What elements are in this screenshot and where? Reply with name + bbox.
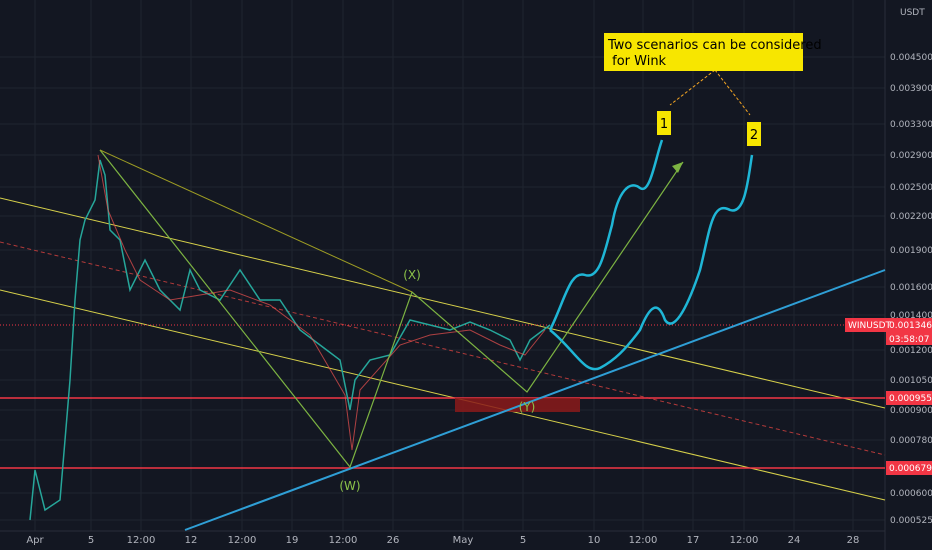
x-tick-label: 12:00 bbox=[127, 535, 156, 546]
callout-pointer bbox=[714, 69, 751, 116]
callout-box bbox=[604, 33, 803, 71]
countdown-badge bbox=[886, 332, 932, 345]
scenario-2-path bbox=[549, 154, 754, 371]
zone bbox=[455, 398, 580, 412]
wave-label: (Y) bbox=[519, 400, 536, 414]
x-tick-label: 12:00 bbox=[730, 535, 759, 546]
axis-unit: USDT bbox=[900, 8, 925, 18]
x-tick-label: 24 bbox=[788, 535, 801, 546]
last-price: 0.0013465 bbox=[889, 321, 932, 331]
scenario-1-path bbox=[548, 139, 664, 331]
symbol-label: WINUSDT bbox=[848, 321, 892, 331]
level-price: 0.0009552 bbox=[889, 394, 932, 404]
y-tick-label: 0.0005250 bbox=[890, 516, 932, 526]
grid bbox=[0, 0, 885, 531]
x-tick-label: 5 bbox=[88, 535, 94, 546]
x-tick-label: 12 bbox=[185, 535, 198, 546]
level-price: 0.0006796 bbox=[889, 464, 932, 474]
x-tick-label: 5 bbox=[520, 535, 526, 546]
price-path bbox=[97, 154, 546, 451]
scenario-label: 1 bbox=[660, 117, 668, 132]
countdown: 03:58:07 bbox=[889, 335, 929, 345]
x-tick-label: May bbox=[453, 535, 474, 546]
x-tick-label: 12:00 bbox=[629, 535, 658, 546]
x-tick-label: 17 bbox=[687, 535, 700, 546]
x-tick-label: 26 bbox=[387, 535, 400, 546]
x-tick-label: Apr bbox=[26, 535, 44, 546]
arrow-head bbox=[672, 162, 683, 173]
callout-pointer bbox=[669, 69, 716, 106]
price-path bbox=[29, 159, 551, 521]
scenario-badge bbox=[747, 122, 761, 146]
level-badge bbox=[886, 461, 932, 475]
callout-text: Two scenarios can be considered bbox=[607, 38, 822, 53]
trend-line bbox=[184, 269, 886, 531]
channel-top bbox=[0, 197, 886, 409]
x-tick-label: 10 bbox=[588, 535, 601, 546]
wave-label: (W) bbox=[339, 479, 360, 493]
level-badge bbox=[886, 391, 932, 405]
x-tick-label: 12:00 bbox=[228, 535, 257, 546]
price-badge bbox=[845, 318, 932, 332]
x-tick-label: 28 bbox=[847, 535, 860, 546]
x-tick-label: 19 bbox=[286, 535, 299, 546]
scenario-badge bbox=[657, 111, 671, 135]
x-tick-label: 12:00 bbox=[329, 535, 358, 546]
wave-line bbox=[99, 149, 413, 293]
channel-mid bbox=[0, 241, 886, 456]
scenario-label: 2 bbox=[750, 128, 758, 143]
wave-label: (X) bbox=[403, 268, 421, 282]
callout-text: for Wink bbox=[608, 54, 667, 69]
